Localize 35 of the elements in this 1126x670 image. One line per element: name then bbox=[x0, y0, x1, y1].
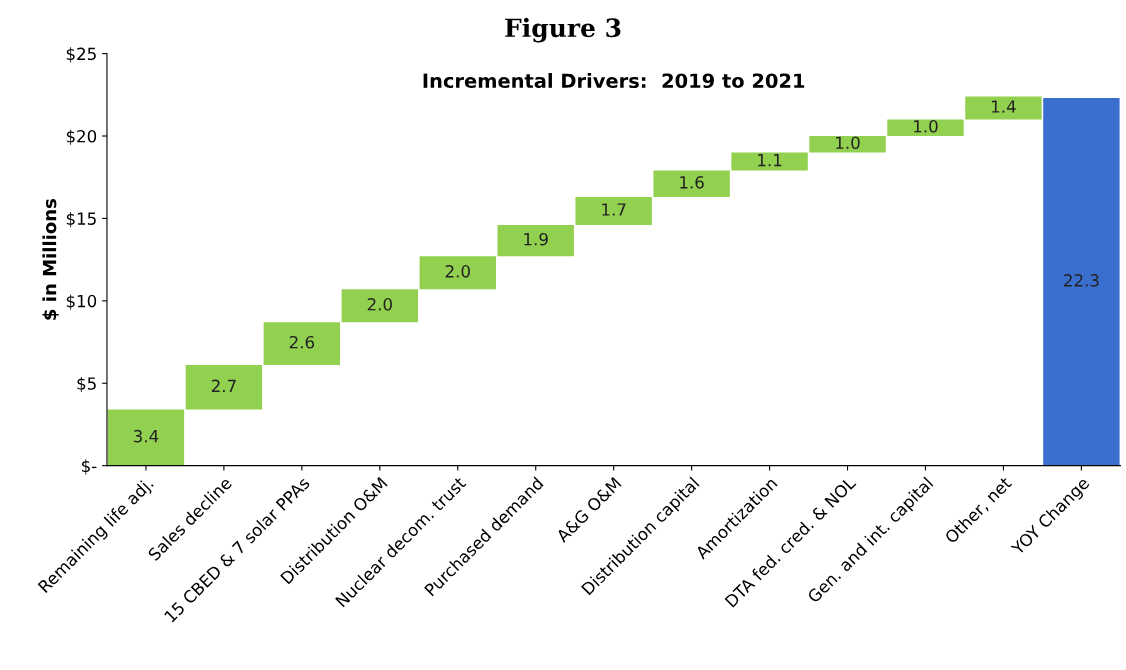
y-tick-label: $15 bbox=[66, 212, 96, 228]
y-tick-label: $- bbox=[82, 459, 97, 475]
data-label: 1.7 bbox=[602, 203, 626, 216]
data-label: 1.9 bbox=[524, 232, 548, 246]
y-tick-label: $5 bbox=[77, 376, 96, 393]
data-label: 2.7 bbox=[211, 379, 236, 392]
bar bbox=[263, 322, 341, 366]
data-label: 2.0 bbox=[445, 265, 470, 278]
bar bbox=[1043, 98, 1120, 466]
bar bbox=[107, 409, 185, 466]
text: Incremental Drivers: 2019 to 2021 bbox=[423, 73, 805, 89]
y-tick-label: $10 bbox=[66, 294, 97, 310]
chart-title: Figure 3 bbox=[505, 17, 621, 43]
data-label: 1.0 bbox=[914, 120, 938, 133]
y-axis-title: $ in Millions bbox=[42, 199, 59, 320]
y-tick-label: $20 bbox=[66, 129, 97, 145]
data-label: 2.6 bbox=[289, 335, 315, 349]
data-label: 2.0 bbox=[367, 298, 392, 311]
bar bbox=[887, 119, 964, 137]
data-label: 1.6 bbox=[680, 176, 704, 189]
bar bbox=[341, 289, 419, 323]
data-label: 1.0 bbox=[836, 136, 860, 150]
y-tick-label: $25 bbox=[66, 47, 96, 63]
bar bbox=[731, 152, 808, 171]
data-label: 1.4 bbox=[992, 100, 1016, 113]
bar bbox=[809, 136, 886, 153]
data-label: 1.1 bbox=[758, 154, 782, 167]
bar bbox=[497, 225, 574, 257]
bar bbox=[575, 196, 652, 226]
data-label: 3.4 bbox=[133, 429, 159, 443]
bar bbox=[965, 96, 1042, 120]
bar bbox=[419, 256, 496, 290]
bar bbox=[185, 365, 263, 410]
bar bbox=[653, 170, 730, 197]
data-label: 22.3 bbox=[1064, 274, 1099, 287]
